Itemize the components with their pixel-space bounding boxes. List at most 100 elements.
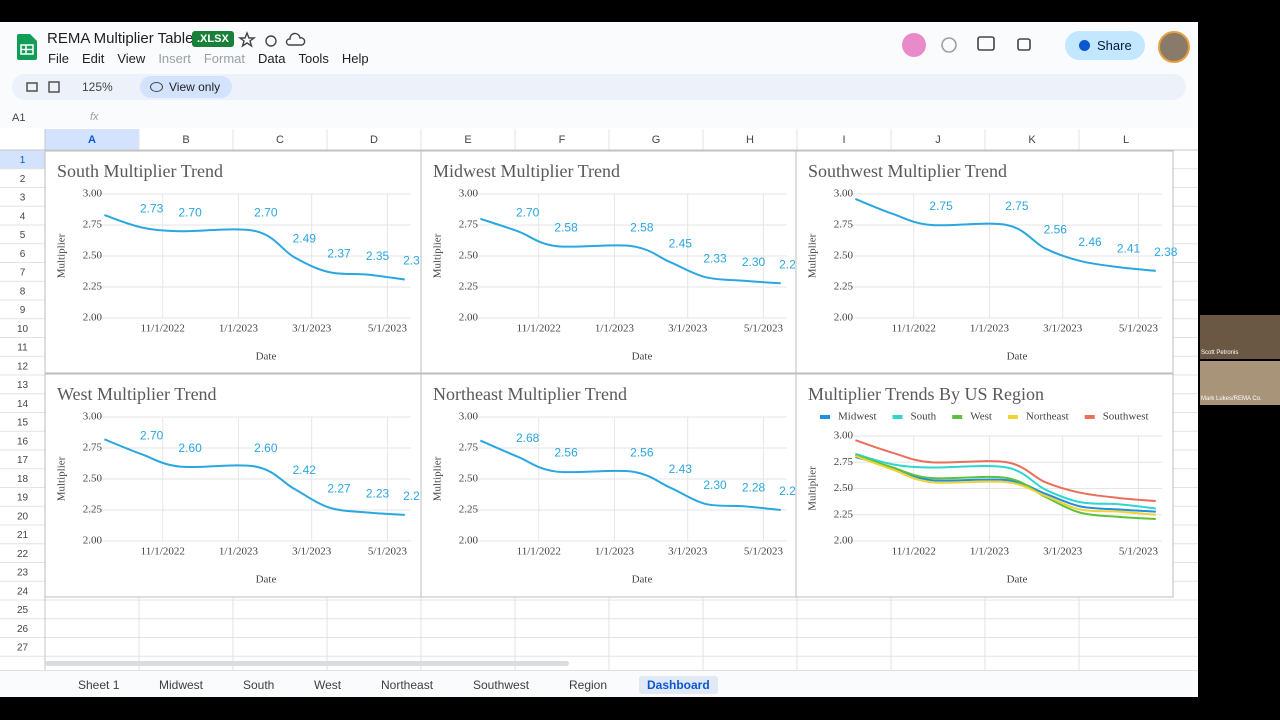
row-header: 17 (17, 455, 29, 466)
row-header: 5 (20, 230, 26, 241)
x-tick-label: 5/1/2023 (368, 546, 408, 558)
sheet-tab[interactable]: West (314, 678, 342, 692)
row-header: 27 (17, 643, 29, 654)
share-button[interactable]: Share (1065, 31, 1145, 60)
x-axis-label: Date (1007, 351, 1028, 363)
header: REMA Multiplier Tables .XLSX File Edit Vie… (0, 22, 1198, 128)
zoom[interactable]: 125% (82, 80, 113, 94)
data-label: 2.38 (1154, 245, 1178, 259)
title-icons[interactable] (238, 31, 308, 49)
y-axis-label: Multiplier (807, 466, 819, 511)
y-tick-label: 2.25 (834, 281, 854, 293)
menu-item[interactable]: Help (341, 51, 369, 66)
chart-background (795, 373, 1174, 598)
chart-title: Multiplier Trends By US Region (808, 384, 1044, 404)
doc-title[interactable]: REMA Multiplier Tables (47, 30, 201, 47)
y-tick-label: 2.75 (83, 219, 103, 231)
x-axis-label: Date (1007, 574, 1028, 586)
view-only-chip[interactable]: View only (140, 76, 232, 98)
row-header: 13 (17, 380, 29, 391)
data-label: 2.56 (1044, 223, 1068, 237)
data-label: 2.41 (1117, 241, 1141, 255)
menu-item[interactable]: File (48, 51, 69, 66)
row-header: 2 (20, 174, 26, 185)
x-tick-label: 11/1/2022 (141, 546, 185, 558)
y-tick-label: 2.75 (834, 456, 854, 468)
y-tick-label: 3.00 (83, 411, 103, 423)
participant-name: Mark Lukes/REMA Co. (1201, 396, 1262, 402)
menu-bar: File Edit View Insert Format Data Tools Help (48, 50, 382, 68)
x-tick-label: 11/1/2022 (892, 546, 936, 558)
x-tick-label: 5/1/2023 (1119, 323, 1159, 335)
sheet-tab[interactable]: South (243, 678, 275, 692)
row-header: 8 (20, 286, 26, 297)
y-tick-label: 2.25 (459, 281, 479, 293)
data-label: 2.75 (929, 199, 953, 213)
row-header: 23 (17, 568, 29, 579)
chart-title: South Multiplier Trend (57, 161, 223, 181)
menu-item[interactable]: Data (258, 51, 286, 66)
data-label: 2.37 (327, 246, 351, 260)
sheet-tab[interactable]: Southwest (473, 678, 530, 692)
x-tick-label: 3/1/2023 (668, 323, 708, 335)
sheet-tab[interactable]: Northeast (381, 678, 434, 692)
data-line (855, 455, 1156, 516)
chart-title: Midwest Multiplier Trend (433, 161, 620, 181)
legend-label: South (911, 411, 937, 423)
data-label: 2.68 (516, 431, 540, 445)
video-tile: Mark Lukes/REMA Co. (1200, 361, 1280, 405)
column-header: B (182, 134, 189, 146)
selected-column-header (45, 129, 139, 150)
header-icons[interactable] (900, 32, 1040, 58)
chart-background (795, 150, 1174, 374)
menu-item[interactable]: Insert (158, 51, 191, 66)
y-tick-label: 2.75 (459, 442, 479, 454)
y-tick-label: 2.00 (834, 535, 854, 547)
row-header: 25 (17, 605, 29, 616)
profile-avatar[interactable] (1158, 31, 1190, 63)
data-label: 2.30 (742, 255, 766, 269)
x-tick-label: 5/1/2023 (1119, 546, 1159, 558)
y-axis-label: Multiplier (807, 233, 819, 278)
sheets-logo (17, 34, 37, 60)
scrollbar (45, 661, 569, 666)
menu-item[interactable]: Format (203, 51, 245, 66)
y-tick-label: 2.50 (834, 482, 854, 494)
row-header: 12 (17, 361, 29, 372)
y-tick-label: 2.75 (83, 442, 103, 454)
chart-background (44, 150, 422, 374)
menu-item[interactable]: Edit (81, 51, 105, 66)
column-header: C (276, 134, 284, 146)
column-header: K (1028, 134, 1036, 146)
y-tick-label: 3.00 (459, 188, 479, 200)
sheet-tab[interactable]: Region (569, 678, 608, 692)
chart: Northeast Multiplier Trend 2.00 2.25 2.50 2.… (420, 373, 803, 598)
data-label: 2.35 (366, 249, 390, 263)
row-header: 24 (17, 586, 29, 597)
data-label: 2.60 (254, 441, 278, 455)
y-tick-label: 2.50 (459, 473, 479, 485)
menu-item[interactable]: View (117, 51, 146, 66)
row-header: 11 (17, 343, 28, 354)
column-header: A (88, 134, 96, 146)
x-tick-label: 11/1/2022 (517, 546, 561, 558)
chart-title: Northeast Multiplier Trend (433, 384, 627, 404)
row-header: 7 (20, 268, 26, 279)
sheet-tab[interactable]: Midwest (159, 678, 204, 692)
chart-title: West Multiplier Trend (57, 384, 217, 404)
sheet-tab[interactable]: Sheet 1 (78, 678, 120, 692)
menu-item[interactable]: Tools (298, 51, 329, 66)
data-label: 2.33 (703, 251, 727, 265)
sheet-tab[interactable]: Dashboard (639, 676, 718, 694)
legend-label: Northeast (1026, 411, 1069, 423)
data-label: 2.70 (140, 428, 164, 442)
toolbar-icons[interactable] (25, 80, 75, 94)
toolbar: 125% View only (12, 74, 1186, 100)
data-label: 2.56 (554, 446, 578, 460)
data-line (104, 214, 405, 281)
legend-label: West (970, 411, 992, 423)
y-tick-label: 2.25 (834, 508, 854, 520)
y-tick-label: 2.25 (459, 504, 479, 516)
y-tick-label: 3.00 (83, 188, 103, 200)
x-tick-label: 11/1/2022 (517, 323, 561, 335)
